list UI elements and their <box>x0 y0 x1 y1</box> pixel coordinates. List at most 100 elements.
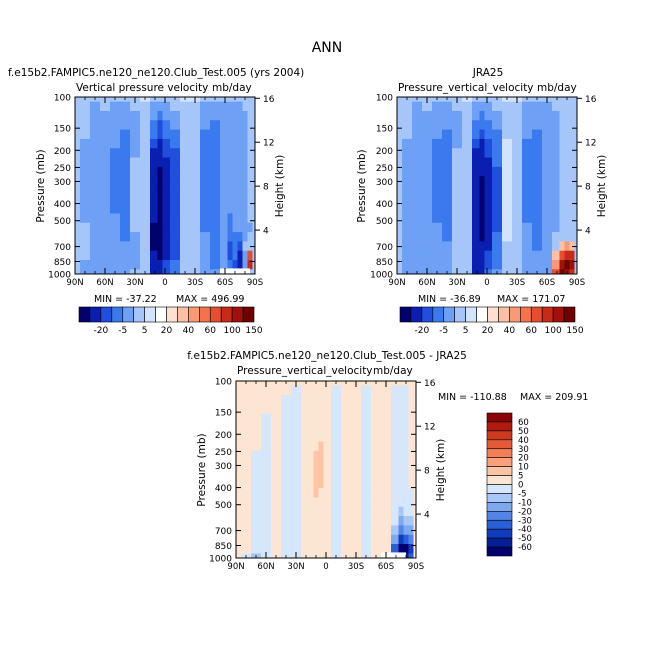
heat-cell <box>120 157 131 168</box>
heat-cell <box>261 432 272 442</box>
heat-cell <box>227 101 233 112</box>
heat-cell <box>130 101 141 112</box>
heat-cell <box>353 404 362 415</box>
heat-cell <box>381 413 392 424</box>
heat-cell <box>200 241 211 252</box>
heat-cell <box>150 204 158 214</box>
heat-cell <box>210 213 221 224</box>
heat-cell <box>484 101 493 112</box>
heat-cell <box>412 148 423 158</box>
heat-cell <box>413 404 417 415</box>
heat-cell <box>512 101 523 112</box>
heat-cell <box>398 544 404 554</box>
x-tick-label: 30S <box>187 278 203 288</box>
heat-cell <box>331 404 342 415</box>
heat-cell <box>251 478 262 489</box>
heat-cell <box>75 97 81 103</box>
heat-cell <box>552 222 560 233</box>
heat-cell <box>180 232 191 242</box>
panel-diff-max: MAX = 209.91 <box>520 392 588 403</box>
heat-cell <box>564 194 570 205</box>
heat-cell <box>559 138 565 149</box>
heat-cell <box>353 394 362 405</box>
heat-cell <box>236 497 242 508</box>
heat-cell <box>308 413 314 424</box>
colorbar-box <box>563 306 576 323</box>
heat-cell <box>301 506 309 517</box>
x-tick-label: 60N <box>257 562 274 572</box>
heat-cell <box>241 506 252 517</box>
heat-cell <box>157 213 163 224</box>
heat-cell <box>492 260 503 270</box>
heat-cell <box>353 422 362 433</box>
colorbar-label: 20 <box>482 326 494 336</box>
heat-cell <box>180 185 191 196</box>
heat-cell <box>403 497 409 508</box>
heat-cell <box>442 232 453 242</box>
y2-tick-label: 8 <box>263 183 269 193</box>
heat-cell <box>402 213 413 224</box>
heat-cell <box>190 166 201 177</box>
heat-cell <box>251 506 262 517</box>
heat-cell <box>462 166 473 177</box>
heat-cell <box>422 166 433 177</box>
heat-cell <box>361 478 372 489</box>
heat-cell <box>479 176 485 186</box>
heat-cell <box>341 525 349 536</box>
heat-cell <box>291 450 302 461</box>
colorbar-box <box>432 306 445 323</box>
heat-cell <box>492 194 503 205</box>
heat-cell <box>542 241 553 252</box>
heat-cell <box>522 166 533 177</box>
heat-cell <box>237 101 243 112</box>
heat-cell <box>559 97 565 103</box>
heat-cell <box>75 110 81 121</box>
panel-diff-field-label: Pressure_vertical_velocity <box>237 365 373 377</box>
heat-cell <box>308 432 314 442</box>
colorbar-box <box>231 306 244 323</box>
heat-cell <box>331 488 342 498</box>
heat-cell <box>100 232 111 242</box>
heat-cell <box>220 185 228 196</box>
heat-cell <box>90 166 101 177</box>
heat-cell <box>150 269 158 275</box>
panel-obs-y2ticks: 4 8 12 16 <box>577 95 597 237</box>
heat-cell <box>442 138 453 149</box>
heat-cell <box>80 213 91 224</box>
colorbar-box <box>454 306 466 323</box>
heat-cell <box>552 157 560 168</box>
heat-cell <box>251 394 262 405</box>
heat-cell <box>397 138 403 149</box>
heat-cell <box>247 269 253 275</box>
heat-cell <box>522 176 533 186</box>
heat-cell <box>180 260 191 270</box>
heat-cell <box>162 148 171 158</box>
heat-cell <box>341 450 349 461</box>
heat-cell <box>391 516 399 526</box>
heat-cell <box>479 129 485 140</box>
y-tick-label: 100 <box>215 378 232 388</box>
heat-cell <box>413 422 417 433</box>
colorbar-label: 0 <box>518 481 523 491</box>
heat-cell <box>120 250 131 261</box>
heat-cell <box>130 232 141 242</box>
heat-cell <box>353 553 362 559</box>
heat-cell <box>190 101 201 112</box>
heat-cell <box>252 185 256 196</box>
heat-cell <box>403 441 409 452</box>
panel-diff: f.e15b2.FAMPIC5.ne120_ne120.Club_Test.00… <box>187 350 588 572</box>
heat-cell <box>398 394 404 405</box>
heat-cell <box>308 385 314 396</box>
heat-cell <box>462 157 473 168</box>
heat-cell <box>422 110 433 121</box>
heat-cell <box>559 260 565 270</box>
heat-cell <box>252 110 256 121</box>
heat-cell <box>472 260 480 270</box>
heat-cell <box>353 506 362 517</box>
heat-cell <box>291 497 302 508</box>
heat-cell <box>532 222 543 233</box>
heat-cell <box>341 553 349 559</box>
heat-cell <box>532 176 543 186</box>
y2-tick-label: 12 <box>424 423 435 433</box>
heat-cell <box>452 185 463 196</box>
